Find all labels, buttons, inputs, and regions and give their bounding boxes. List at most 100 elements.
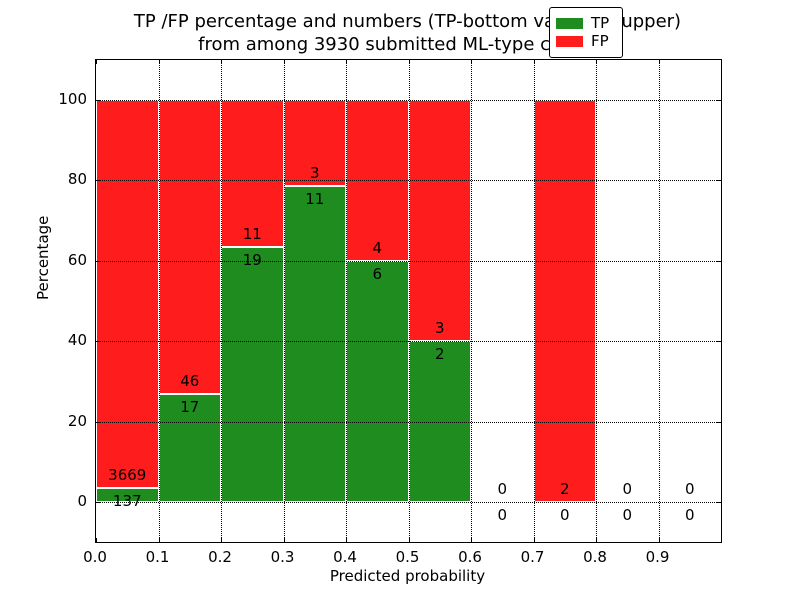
y-axis-tick — [717, 341, 721, 343]
fp-bar-segment — [283, 100, 346, 187]
tp-bar-segment — [96, 487, 159, 502]
x-axis-tick — [533, 60, 535, 64]
y-axis-tick — [717, 180, 721, 182]
x-tick-label: 0.1 — [145, 548, 170, 566]
tp-count-label: 0 — [497, 506, 508, 524]
y-tick-label: 100 — [58, 90, 87, 108]
y-axis-tick — [96, 421, 100, 423]
fp-count-label: 46 — [180, 371, 200, 390]
x-gridline — [596, 60, 597, 542]
y-tick-label: 40 — [67, 331, 87, 350]
tp-legend-label: TP — [591, 14, 610, 32]
legend-row-tp: TP — [556, 15, 616, 31]
x-axis-tick — [158, 538, 160, 542]
plot-area: 3669 137 46 17 11 19 3 11 4 6 3 2 0 0 2 0 0 0 0 0 — [95, 59, 722, 543]
x-axis-tick — [221, 60, 222, 64]
chart-title-line-2: from among 3930 submitted ML-type contac… — [198, 34, 617, 55]
tp-count-label: 11 — [305, 190, 325, 209]
y-tick-label: 80 — [67, 170, 87, 189]
y-axis-tick — [96, 100, 100, 101]
x-axis-tick — [471, 538, 472, 542]
chart-title: TP /FP percentage and numbers (TP-bottom… — [95, 10, 720, 56]
x-axis-tick — [408, 538, 410, 542]
tp-count-label: 137 — [112, 491, 142, 510]
x-gridline — [408, 60, 410, 542]
fp-legend-label: FP — [591, 32, 609, 50]
y-axis-tick — [717, 260, 721, 262]
x-gridline — [221, 60, 222, 542]
tp-bar-segment — [283, 186, 346, 502]
x-tick-label: 0.0 — [83, 548, 107, 566]
legend: TP FP — [549, 7, 623, 58]
x-tick-label: 0.8 — [583, 548, 607, 566]
x-gridline — [158, 60, 160, 542]
fp-count-label: 3 — [434, 319, 445, 338]
x-axis-tick — [346, 538, 347, 542]
y-axis-tick — [717, 502, 721, 503]
x-tick-label: 0.7 — [520, 548, 545, 566]
y-tick-label: 60 — [67, 250, 87, 269]
fp-count-label: 0 — [622, 480, 633, 498]
x-tick-label: 0.3 — [270, 548, 295, 566]
x-axis-tick — [283, 60, 285, 64]
tp-count-label: 0 — [559, 506, 570, 524]
x-axis-tick — [408, 60, 410, 64]
legend-row-fp: FP — [556, 33, 616, 49]
tp-count-label: 17 — [180, 397, 200, 416]
fp-count-label: 0 — [497, 480, 508, 498]
x-axis-tick — [221, 538, 222, 542]
x-axis-tick — [471, 60, 472, 64]
x-axis-tick — [158, 60, 160, 64]
fp-bar-segment — [408, 100, 471, 342]
tp-count-label: 6 — [372, 264, 383, 283]
x-axis-tick — [533, 538, 535, 542]
tp-legend-swatch — [556, 17, 583, 29]
x-tick-label: 0.5 — [395, 548, 420, 566]
x-gridline — [346, 60, 347, 542]
tp-bar-segment — [346, 260, 409, 502]
tp-count-label: 19 — [242, 251, 262, 270]
x-axis-tick — [596, 60, 597, 64]
tp-count-label: 2 — [434, 345, 445, 364]
x-axis-tick — [96, 538, 97, 542]
fp-bar-segment — [221, 100, 284, 248]
fp-bar-segment — [158, 100, 221, 394]
tp-bar-segment — [158, 393, 221, 502]
tp-bar-segment — [221, 247, 284, 502]
fp-count-label: 3 — [309, 164, 320, 183]
tp-count-label: 0 — [622, 506, 633, 524]
x-axis-tick — [658, 60, 660, 64]
x-gridline — [283, 60, 285, 542]
x-axis-tick — [96, 60, 97, 64]
y-tick-label: 0 — [77, 492, 87, 510]
x-gridline — [533, 60, 535, 542]
y-axis-tick — [96, 180, 100, 182]
x-tick-label: 0.4 — [333, 548, 357, 566]
x-axis-tick — [283, 538, 285, 542]
x-axis-tick — [658, 538, 660, 542]
fp-count-label: 0 — [684, 480, 695, 498]
y-axis-tick — [96, 341, 100, 343]
y-axis-tick — [96, 502, 100, 503]
fp-count-label: 2 — [559, 480, 570, 498]
fp-count-label: 11 — [242, 225, 262, 244]
chart-title-line-1: TP /FP percentage and numbers (TP-bottom… — [133, 11, 682, 32]
fp-bar-segment — [96, 100, 159, 488]
y-axis-tick — [717, 100, 721, 101]
x-tick-label: 0.9 — [645, 548, 670, 566]
x-tick-label: 0.2 — [208, 548, 232, 566]
fp-count-label: 3669 — [108, 465, 147, 484]
x-gridline — [471, 60, 472, 542]
x-tick-label: 0.6 — [458, 548, 482, 566]
fp-count-label: 4 — [372, 238, 383, 257]
x-axis-tick — [596, 538, 597, 542]
x-axis-label: Predicted probability — [329, 567, 486, 585]
y-axis-tick — [96, 260, 100, 262]
fp-bar-segment — [533, 100, 596, 502]
tp-count-label: 0 — [684, 506, 695, 524]
fp-legend-swatch — [556, 35, 583, 47]
x-axis-tick — [346, 60, 347, 64]
y-axis-tick — [717, 421, 721, 423]
x-gridline — [658, 60, 660, 542]
